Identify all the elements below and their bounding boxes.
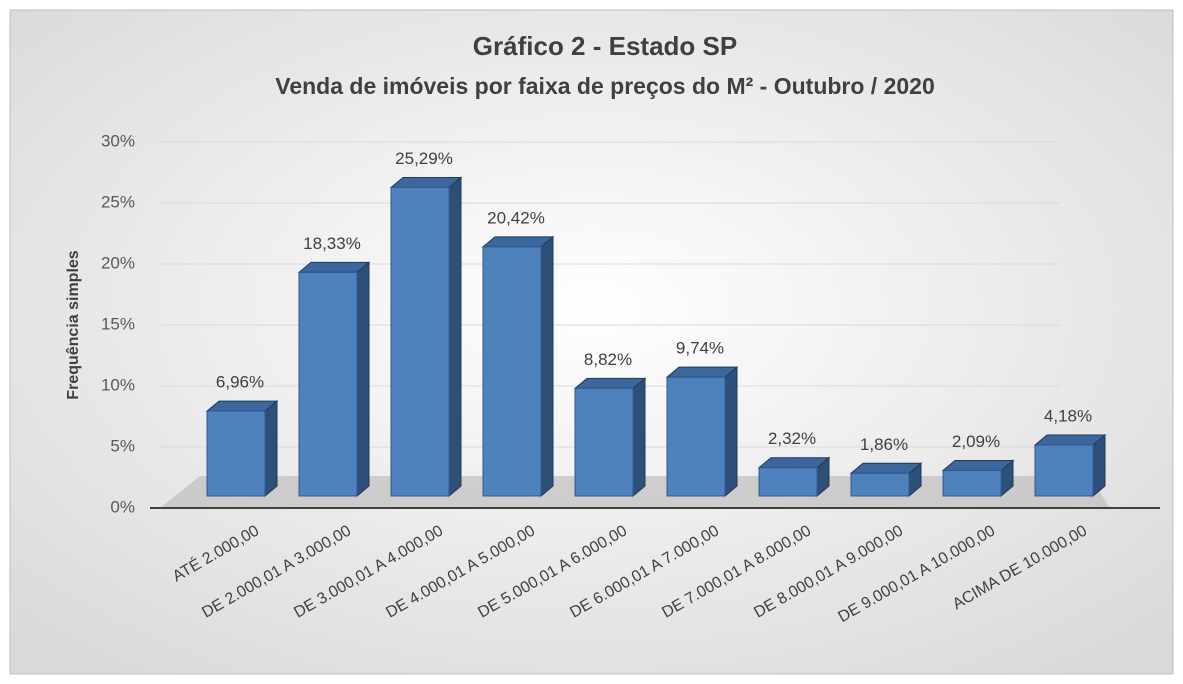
bar-top	[941, 460, 1015, 472]
bar-side	[540, 235, 554, 498]
y-tick-label: 30%	[101, 131, 135, 150]
bar-top	[665, 366, 739, 378]
bar	[758, 467, 818, 497]
bar	[206, 410, 266, 497]
bar	[942, 470, 1002, 497]
bar-side	[724, 366, 738, 498]
y-tick-label: 15%	[101, 314, 135, 333]
bar	[390, 186, 450, 497]
data-label: 20,42%	[487, 208, 545, 227]
bar-side	[448, 176, 462, 498]
y-tick-label: 20%	[101, 253, 135, 272]
bar	[298, 271, 358, 497]
data-label: 6,96%	[216, 373, 264, 392]
bar-side	[632, 377, 646, 498]
bar-top	[481, 236, 555, 248]
background	[9, 9, 1174, 675]
data-label: 8,82%	[584, 350, 632, 369]
bar-top	[205, 400, 279, 412]
data-label: 2,09%	[952, 432, 1000, 451]
y-tick-label: 25%	[101, 192, 135, 211]
bar	[574, 387, 634, 497]
bar-side	[264, 400, 278, 498]
data-label: 1,86%	[860, 435, 908, 454]
bar-top	[757, 457, 831, 469]
chart-subtitle: Venda de imóveis por faixa de preços do …	[275, 73, 935, 99]
bar	[1034, 444, 1094, 497]
bar	[666, 376, 726, 497]
y-tick-label: 5%	[110, 436, 135, 455]
chart-title: Gráfico 2 - Estado SP	[473, 31, 737, 61]
bar	[482, 246, 542, 497]
data-label: 4,18%	[1044, 406, 1092, 425]
bar-top	[573, 377, 647, 389]
bar-top	[297, 261, 371, 273]
y-tick-label: 10%	[101, 375, 135, 394]
data-label: 9,74%	[676, 339, 724, 358]
bar-top	[389, 176, 463, 188]
data-label: 25,29%	[395, 149, 453, 168]
y-axis-label: Frequência simples	[65, 250, 82, 399]
data-label: 18,33%	[303, 234, 361, 253]
bar	[850, 472, 910, 497]
data-label: 2,32%	[768, 429, 816, 448]
y-tick-label: 0%	[110, 497, 135, 516]
bar-top	[1033, 434, 1107, 446]
bar-side	[356, 261, 370, 498]
bar-top	[849, 462, 923, 474]
